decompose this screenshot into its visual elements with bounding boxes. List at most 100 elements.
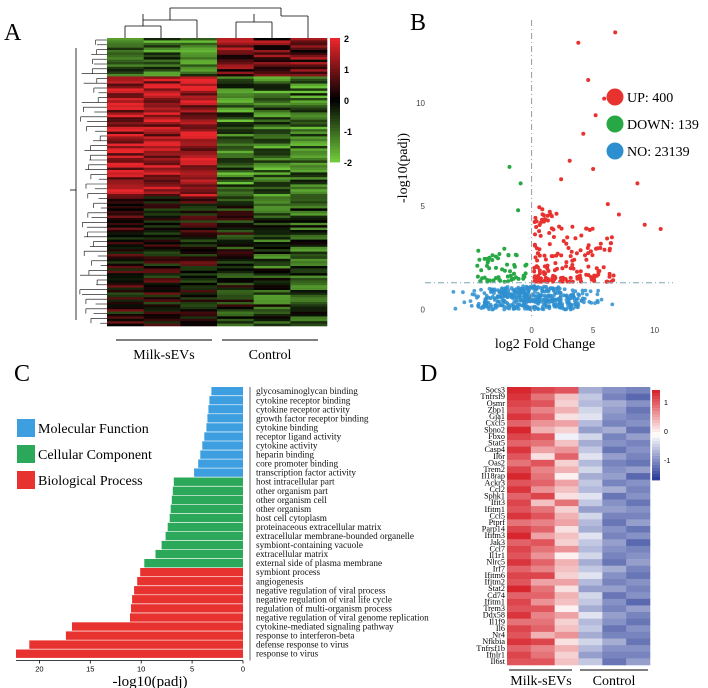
heatmap-cell	[253, 172, 291, 176]
heatmap-cell	[217, 52, 254, 56]
heatmap-cell	[107, 215, 144, 219]
heatmap-cell	[602, 651, 627, 659]
heatmap-cell	[626, 658, 651, 666]
heatmap-cell	[107, 162, 144, 166]
heatmap-cell	[602, 592, 627, 600]
x-tick-label: 0	[529, 326, 534, 335]
heatmap-cell	[290, 179, 328, 183]
heatmap-cell	[143, 215, 181, 219]
colorbar-segment	[330, 127, 340, 132]
heatmap-cell	[253, 100, 291, 104]
scatter-point-no	[518, 298, 523, 303]
heatmap-cell	[253, 83, 291, 87]
heatmap-cell	[217, 278, 254, 281]
heatmap-cell	[626, 413, 651, 421]
heatmap-cell	[180, 201, 218, 204]
colorbar-segment	[330, 124, 340, 129]
heatmap-cell	[180, 143, 218, 147]
go-bar	[170, 504, 243, 513]
group-label-control: Control	[593, 674, 636, 688]
heatmap-cell	[554, 605, 579, 613]
heatmap-cell	[107, 266, 144, 269]
heatmap-cell	[253, 242, 291, 245]
heatmap-cell	[253, 150, 291, 154]
heatmap-cell	[180, 52, 218, 56]
heatmap-cell	[578, 605, 603, 613]
heatmap-cell	[290, 234, 328, 238]
scatter-point-up	[586, 264, 591, 269]
colorbar-segment	[652, 468, 660, 472]
heatmap-cell	[602, 598, 627, 606]
heatmap-cell	[578, 433, 603, 441]
heatmap-cell	[507, 453, 532, 461]
heatmap-cell	[143, 186, 181, 190]
heatmap-cell	[530, 638, 555, 646]
heatmap-cell	[217, 138, 254, 142]
gene-label: Tnfrsf9	[480, 392, 505, 401]
heatmap-cell	[107, 321, 144, 324]
heatmap-cell	[180, 186, 218, 190]
heatmap-cell	[217, 242, 254, 245]
heatmap-cell	[554, 545, 579, 553]
heatmap-cell	[626, 492, 651, 500]
heatmap-cell	[602, 572, 627, 580]
go-term-label: growth factor receptor binding	[256, 413, 369, 423]
scatter-point-no	[580, 288, 585, 293]
heatmap-cell	[217, 249, 254, 252]
heatmap-cell	[253, 119, 291, 123]
scatter-point-up	[607, 248, 612, 253]
heatmap-cell	[290, 86, 328, 89]
heatmap-cell	[253, 62, 291, 65]
heatmap-cell	[290, 146, 328, 149]
heatmap-cell	[290, 38, 328, 41]
heatmap-cell	[143, 208, 181, 212]
heatmap-cell	[143, 287, 181, 291]
heatmap-cell	[290, 323, 328, 327]
scatter-point-no	[489, 304, 493, 309]
scatter-point-no	[481, 304, 485, 309]
heatmap-cell	[217, 81, 254, 84]
heatmap-cell	[217, 141, 254, 144]
heatmap-cell	[253, 220, 291, 224]
heatmap-cell	[217, 177, 254, 180]
scatter-point-no	[501, 300, 506, 305]
scatter-point-up	[616, 212, 621, 217]
heatmap-cell	[180, 129, 218, 132]
heatmap-cell	[143, 42, 181, 46]
heatmap-cell	[290, 78, 328, 82]
heatmap-cell	[290, 153, 328, 156]
heatmap-cell	[253, 282, 291, 286]
heatmap-cell	[530, 592, 555, 600]
scatter-point-no	[451, 290, 456, 294]
heatmap-cell	[253, 158, 291, 161]
heatmap-cell	[143, 158, 181, 161]
gene-label: Ccl7	[490, 545, 505, 554]
heatmap-cell	[217, 129, 254, 132]
heatmap-cell	[578, 446, 603, 454]
scatter-point-up	[560, 275, 565, 280]
colorbar-segment	[330, 131, 340, 135]
gene-label: Ifitm3	[485, 531, 505, 540]
heatmap-cell	[217, 196, 254, 200]
scatter-point-no	[507, 306, 511, 311]
heatmap-cell	[180, 273, 218, 276]
heatmap-cell	[626, 393, 651, 401]
heatmap-cell	[217, 110, 254, 113]
scatter-point-up	[537, 205, 542, 210]
heatmap-cell	[578, 565, 603, 573]
colorbar-segment	[330, 134, 340, 138]
heatmap-cell	[107, 184, 144, 188]
scatter-point-up	[586, 273, 591, 278]
heatmap-cell	[180, 246, 218, 250]
group-label-control: Control	[249, 348, 292, 363]
heatmap-cell	[217, 239, 254, 243]
heatmap-cell	[530, 612, 555, 619]
scatter-point-down	[497, 252, 502, 256]
gene-label: Irf7	[493, 564, 505, 573]
scatter-point-up	[538, 233, 543, 238]
go-term-label: transcription factor activity	[256, 468, 356, 478]
gene-label: Ifnlr1	[486, 650, 505, 659]
scatter-point-up	[564, 260, 569, 265]
heatmap-cell	[253, 230, 291, 233]
heatmap-cell	[107, 270, 144, 274]
